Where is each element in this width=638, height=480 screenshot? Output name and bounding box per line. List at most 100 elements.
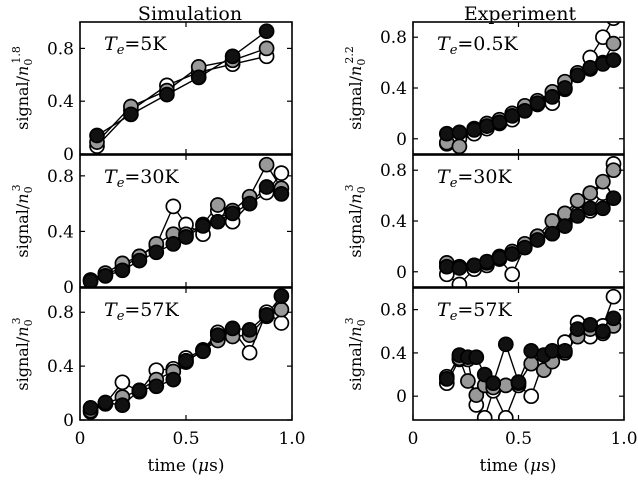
temperature-annotation: Te=30K [104, 166, 179, 191]
data-point-black [485, 375, 502, 392]
chart-panel-4: 0 0.4 0.8 Te=30K signal/n03 [343, 154, 625, 288]
data-point-black [241, 195, 258, 212]
data-point-black [569, 208, 586, 224]
y-tick-label: 0.8 [47, 39, 74, 59]
data-point-black [510, 374, 527, 390]
data-point-black [466, 257, 483, 274]
data-point-black [595, 200, 611, 217]
y-tick-label: 0.4 [47, 222, 74, 242]
data-point-black [605, 52, 622, 68]
x-axis-label-right: time (μs) [480, 456, 557, 476]
data-point-black [114, 262, 131, 279]
data-point-gray [460, 373, 476, 389]
panels: 0 0.4 0.8 Te=5K signal/n01.8 0 0.4 0.8 Te=30K sig… [10, 21, 638, 449]
data-point-black [190, 69, 207, 86]
column-title-experiment: Experiment [464, 3, 577, 25]
data-point-open [165, 198, 182, 215]
plot-area [89, 23, 275, 154]
data-point-black [178, 229, 194, 245]
data-point-black [516, 239, 533, 256]
y-axis-label: signal/n03 [10, 317, 35, 390]
data-point-open [273, 165, 290, 181]
data-point-black [195, 343, 211, 360]
data-point-gray [468, 387, 485, 403]
data-point-black [529, 232, 546, 248]
data-point-open [606, 22, 621, 27]
y-tick-label: 0.8 [47, 167, 74, 187]
data-point-black [582, 316, 599, 333]
data-point-black [148, 378, 165, 395]
plot-area [82, 156, 290, 287]
y-tick-label: 0.4 [47, 92, 74, 112]
data-point-black [258, 23, 275, 40]
y-tick-label: 0 [63, 145, 74, 165]
y-tick-label: 0 [63, 411, 74, 431]
data-point-open [476, 409, 493, 420]
data-point-gray [258, 156, 275, 173]
chart-panel-2: 0 0.4 0.8 0 0.5 1.0 Te=57K signal/n03 [10, 287, 306, 449]
data-point-black [529, 95, 546, 112]
data-point-open [451, 276, 468, 287]
y-axis-label: signal/n03 [343, 184, 368, 257]
temperature-annotation: Te=0.5K [437, 33, 519, 58]
chart-panel-0: 0 0.4 0.8 Te=5K signal/n01.8 [10, 21, 293, 165]
data-point-black [241, 321, 258, 338]
data-point-open [273, 315, 290, 331]
data-point-black [557, 218, 573, 234]
data-point-black [258, 179, 275, 195]
data-point-black [258, 307, 275, 323]
data-point-black [114, 397, 131, 414]
data-point-black [504, 246, 521, 262]
data-point-black [165, 371, 182, 388]
x-tick-label: 0 [408, 429, 419, 449]
data-point-open [523, 388, 540, 405]
plot-area [438, 156, 622, 287]
x-tick-label: 0.5 [172, 429, 199, 449]
chart-panel-3: 0 0.4 0.8 Te=0.5K signal/n02.2 [343, 21, 625, 155]
y-tick-label: 0 [63, 278, 74, 298]
data-point-black [97, 394, 114, 411]
data-point-black [557, 342, 573, 359]
plot-area [438, 288, 622, 420]
data-point-black [224, 205, 241, 222]
data-point-black [131, 252, 148, 269]
series-line-open [96, 55, 267, 147]
temperature-annotation: Te=30K [437, 166, 512, 191]
data-point-open [504, 266, 521, 283]
y-tick-label: 0.4 [380, 344, 407, 364]
data-point-black [438, 371, 455, 387]
data-point-gray [582, 185, 599, 201]
chart-panel-5: 0 0.4 0.8 0 0.5 1.0 Te=57K signal/n03 [343, 287, 638, 449]
chart-panel-1: 0 0.4 0.8 Te=30K signal/n03 [10, 154, 293, 298]
data-point-gray [605, 35, 622, 52]
y-tick-label: 0.4 [380, 212, 407, 232]
data-point-black [605, 190, 622, 207]
y-tick-label: 0.4 [380, 79, 407, 99]
data-point-black [123, 106, 139, 123]
data-point-gray [569, 192, 586, 209]
y-axis-label: signal/n02.2 [343, 46, 368, 130]
data-point-gray [209, 197, 226, 213]
y-tick-label: 0 [396, 130, 407, 150]
data-point-open [497, 409, 514, 420]
data-point-black [195, 218, 211, 234]
data-point-black [159, 86, 175, 103]
data-point-black [451, 260, 468, 276]
data-point-black [569, 67, 586, 84]
data-point-black [273, 186, 290, 202]
x-tick-label: 1.0 [610, 429, 637, 449]
data-point-black [273, 288, 290, 304]
y-tick-label: 0.8 [380, 301, 407, 321]
y-tick-label: 0.8 [47, 303, 74, 323]
data-point-black [557, 80, 573, 96]
y-tick-label: 0.8 [380, 161, 407, 181]
plot-area [82, 288, 290, 420]
data-point-black [82, 400, 99, 416]
data-point-black [491, 249, 508, 266]
y-tick-label: 0 [396, 263, 407, 283]
data-point-open [114, 374, 131, 391]
plot-area [438, 22, 622, 154]
data-point-black [224, 320, 241, 337]
y-axis-label: signal/n01.8 [10, 46, 35, 130]
